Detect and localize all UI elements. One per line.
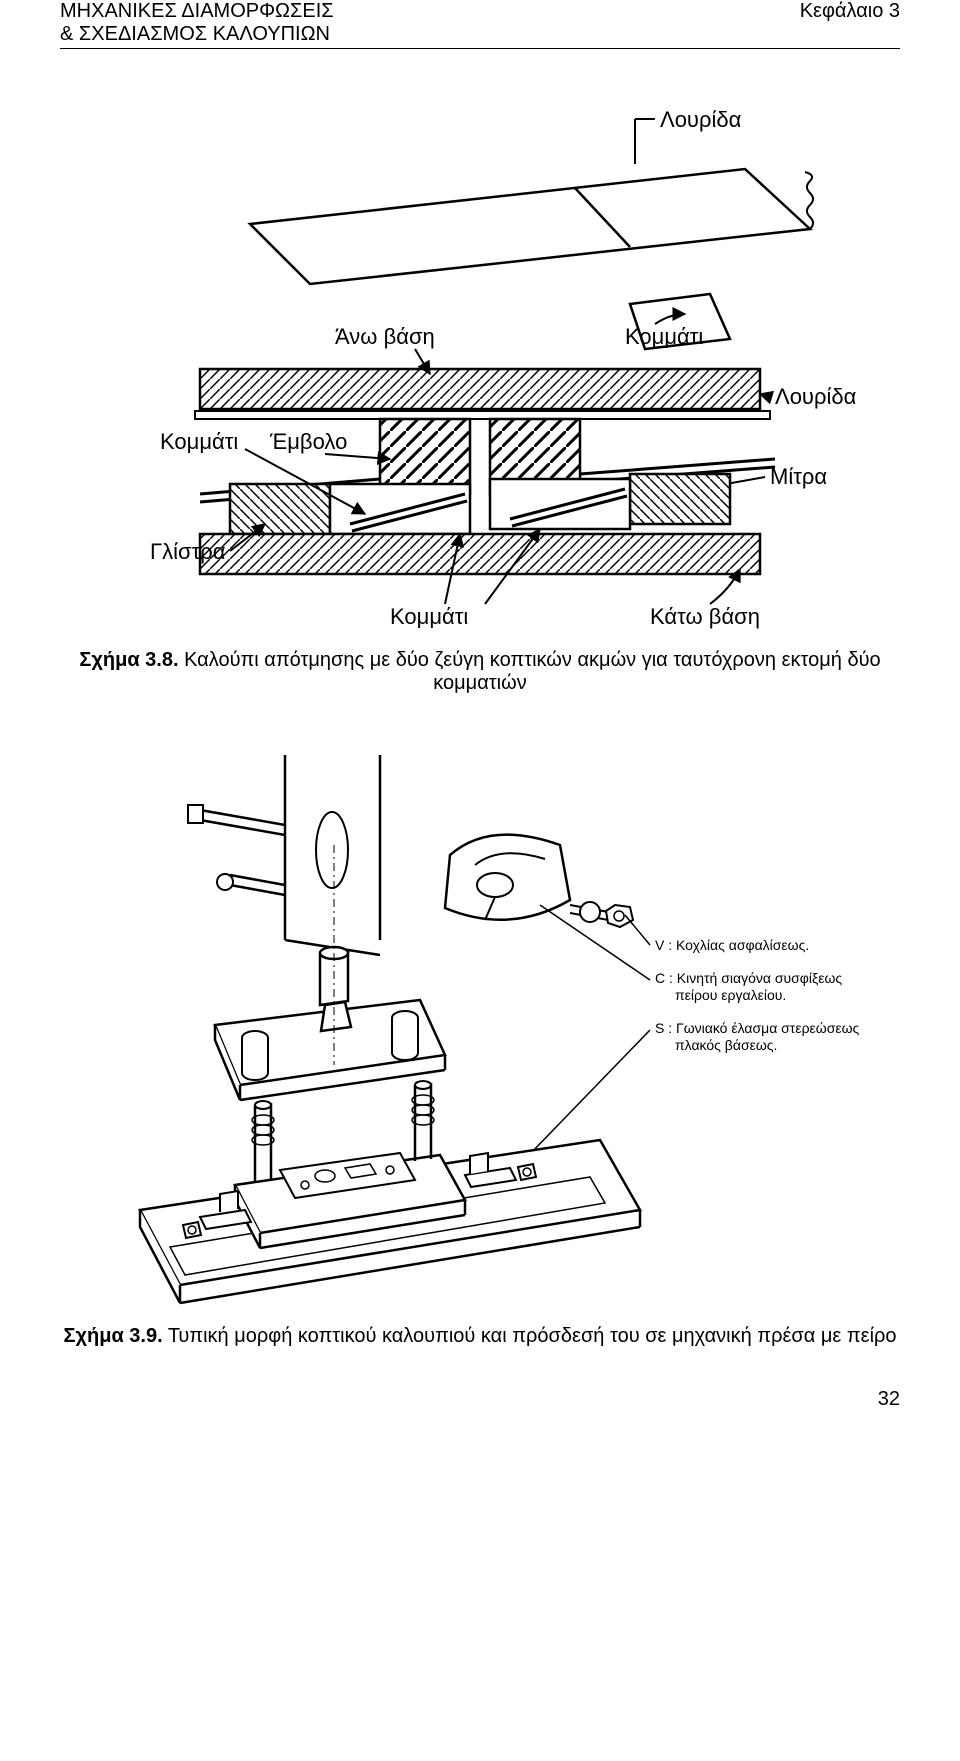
header-left-line2: & ΣΧΕΔΙΑΣΜΟΣ ΚΑΛΟΥΠΙΩΝ	[60, 23, 334, 46]
label-kommati-l: Κομμάτι	[160, 429, 238, 454]
label-lourida-r: Λουρίδα	[775, 384, 857, 409]
note-s-2: πλακός βάσεως.	[675, 1037, 777, 1053]
upper-base	[200, 349, 760, 409]
caption-3-8: Σχήμα 3.8. Καλούπι απότμησης με δύο ζεύγ…	[60, 649, 900, 695]
label-ano-vasi: Άνω βάση	[335, 324, 435, 349]
mitra-blocks	[330, 479, 630, 534]
label-kommati-b: Κομμάτι	[390, 604, 468, 629]
header-left-line1: ΜΗΧΑΝΙΚΕΣ ΔΙΑΜΟΡΦΩΣΕΙΣ	[60, 0, 334, 23]
label-kommati-tr: Κομμάτι	[625, 324, 703, 349]
note-v: V : Κοχλίας ασφαλίσεως.	[655, 937, 809, 953]
label-glista: Γλίστρα	[150, 539, 226, 564]
figure-3-9: V : Κοχλίας ασφαλίσεως. C : Κινητή σιαγό…	[60, 755, 900, 1348]
glistra-blocks	[230, 474, 730, 534]
lower-die	[140, 1081, 640, 1303]
caption-3-8-rest: Καλούπι απότμησης με δύο ζεύγη κοπτικών …	[179, 649, 881, 694]
note-c-1: C : Κινητή σιαγόνα συσφίξεως	[655, 970, 842, 986]
page-number: 32	[60, 1388, 900, 1411]
note-s-1: S : Γωνιακό έλασμα στερεώσεως	[655, 1020, 860, 1036]
figure-3-9-svg: V : Κοχλίας ασφαλίσεως. C : Κινητή σιαγό…	[70, 755, 890, 1315]
page-header: ΜΗΧΑΝΙΚΕΣ ΔΙΑΜΟΡΦΩΣΕΙΣ & ΣΧΕΔΙΑΣΜΟΣ ΚΑΛΟ…	[60, 0, 900, 49]
lower-base	[200, 534, 760, 574]
label-lourida-top: Λουρίδα	[660, 107, 742, 132]
caption-3-9-rest: Τυπική μορφή κοπτικού καλουπιού και πρόσ…	[163, 1325, 897, 1347]
label-kato-vasi: Κάτω βάση	[650, 604, 760, 629]
jaw-detail	[445, 835, 633, 927]
header-left: ΜΗΧΑΝΙΚΕΣ ΔΙΑΜΟΡΦΩΣΕΙΣ & ΣΧΕΔΙΑΣΜΟΣ ΚΑΛΟ…	[60, 0, 334, 46]
header-right: Κεφάλαιο 3	[800, 0, 900, 46]
top-strip: Λουρίδα	[250, 107, 813, 284]
ram	[188, 755, 380, 955]
label-emvolo: Έμβολο	[269, 429, 347, 454]
label-mitra: Μίτρα	[770, 464, 827, 489]
figure-3-8-svg: Λουρίδα Άνω βάση Κομμάτι Λουρίδα Κομμά	[70, 79, 890, 639]
note-c-2: πείρου εργαλείου.	[675, 987, 786, 1003]
caption-3-9: Σχήμα 3.9. Τυπική μορφή κοπτικού καλουπι…	[60, 1325, 900, 1348]
caption-3-9-bold: Σχήμα 3.9.	[63, 1325, 162, 1347]
figure-3-8: Λουρίδα Άνω βάση Κομμάτι Λουρίδα Κομμά	[60, 79, 900, 695]
caption-3-8-bold: Σχήμα 3.8.	[79, 649, 178, 671]
